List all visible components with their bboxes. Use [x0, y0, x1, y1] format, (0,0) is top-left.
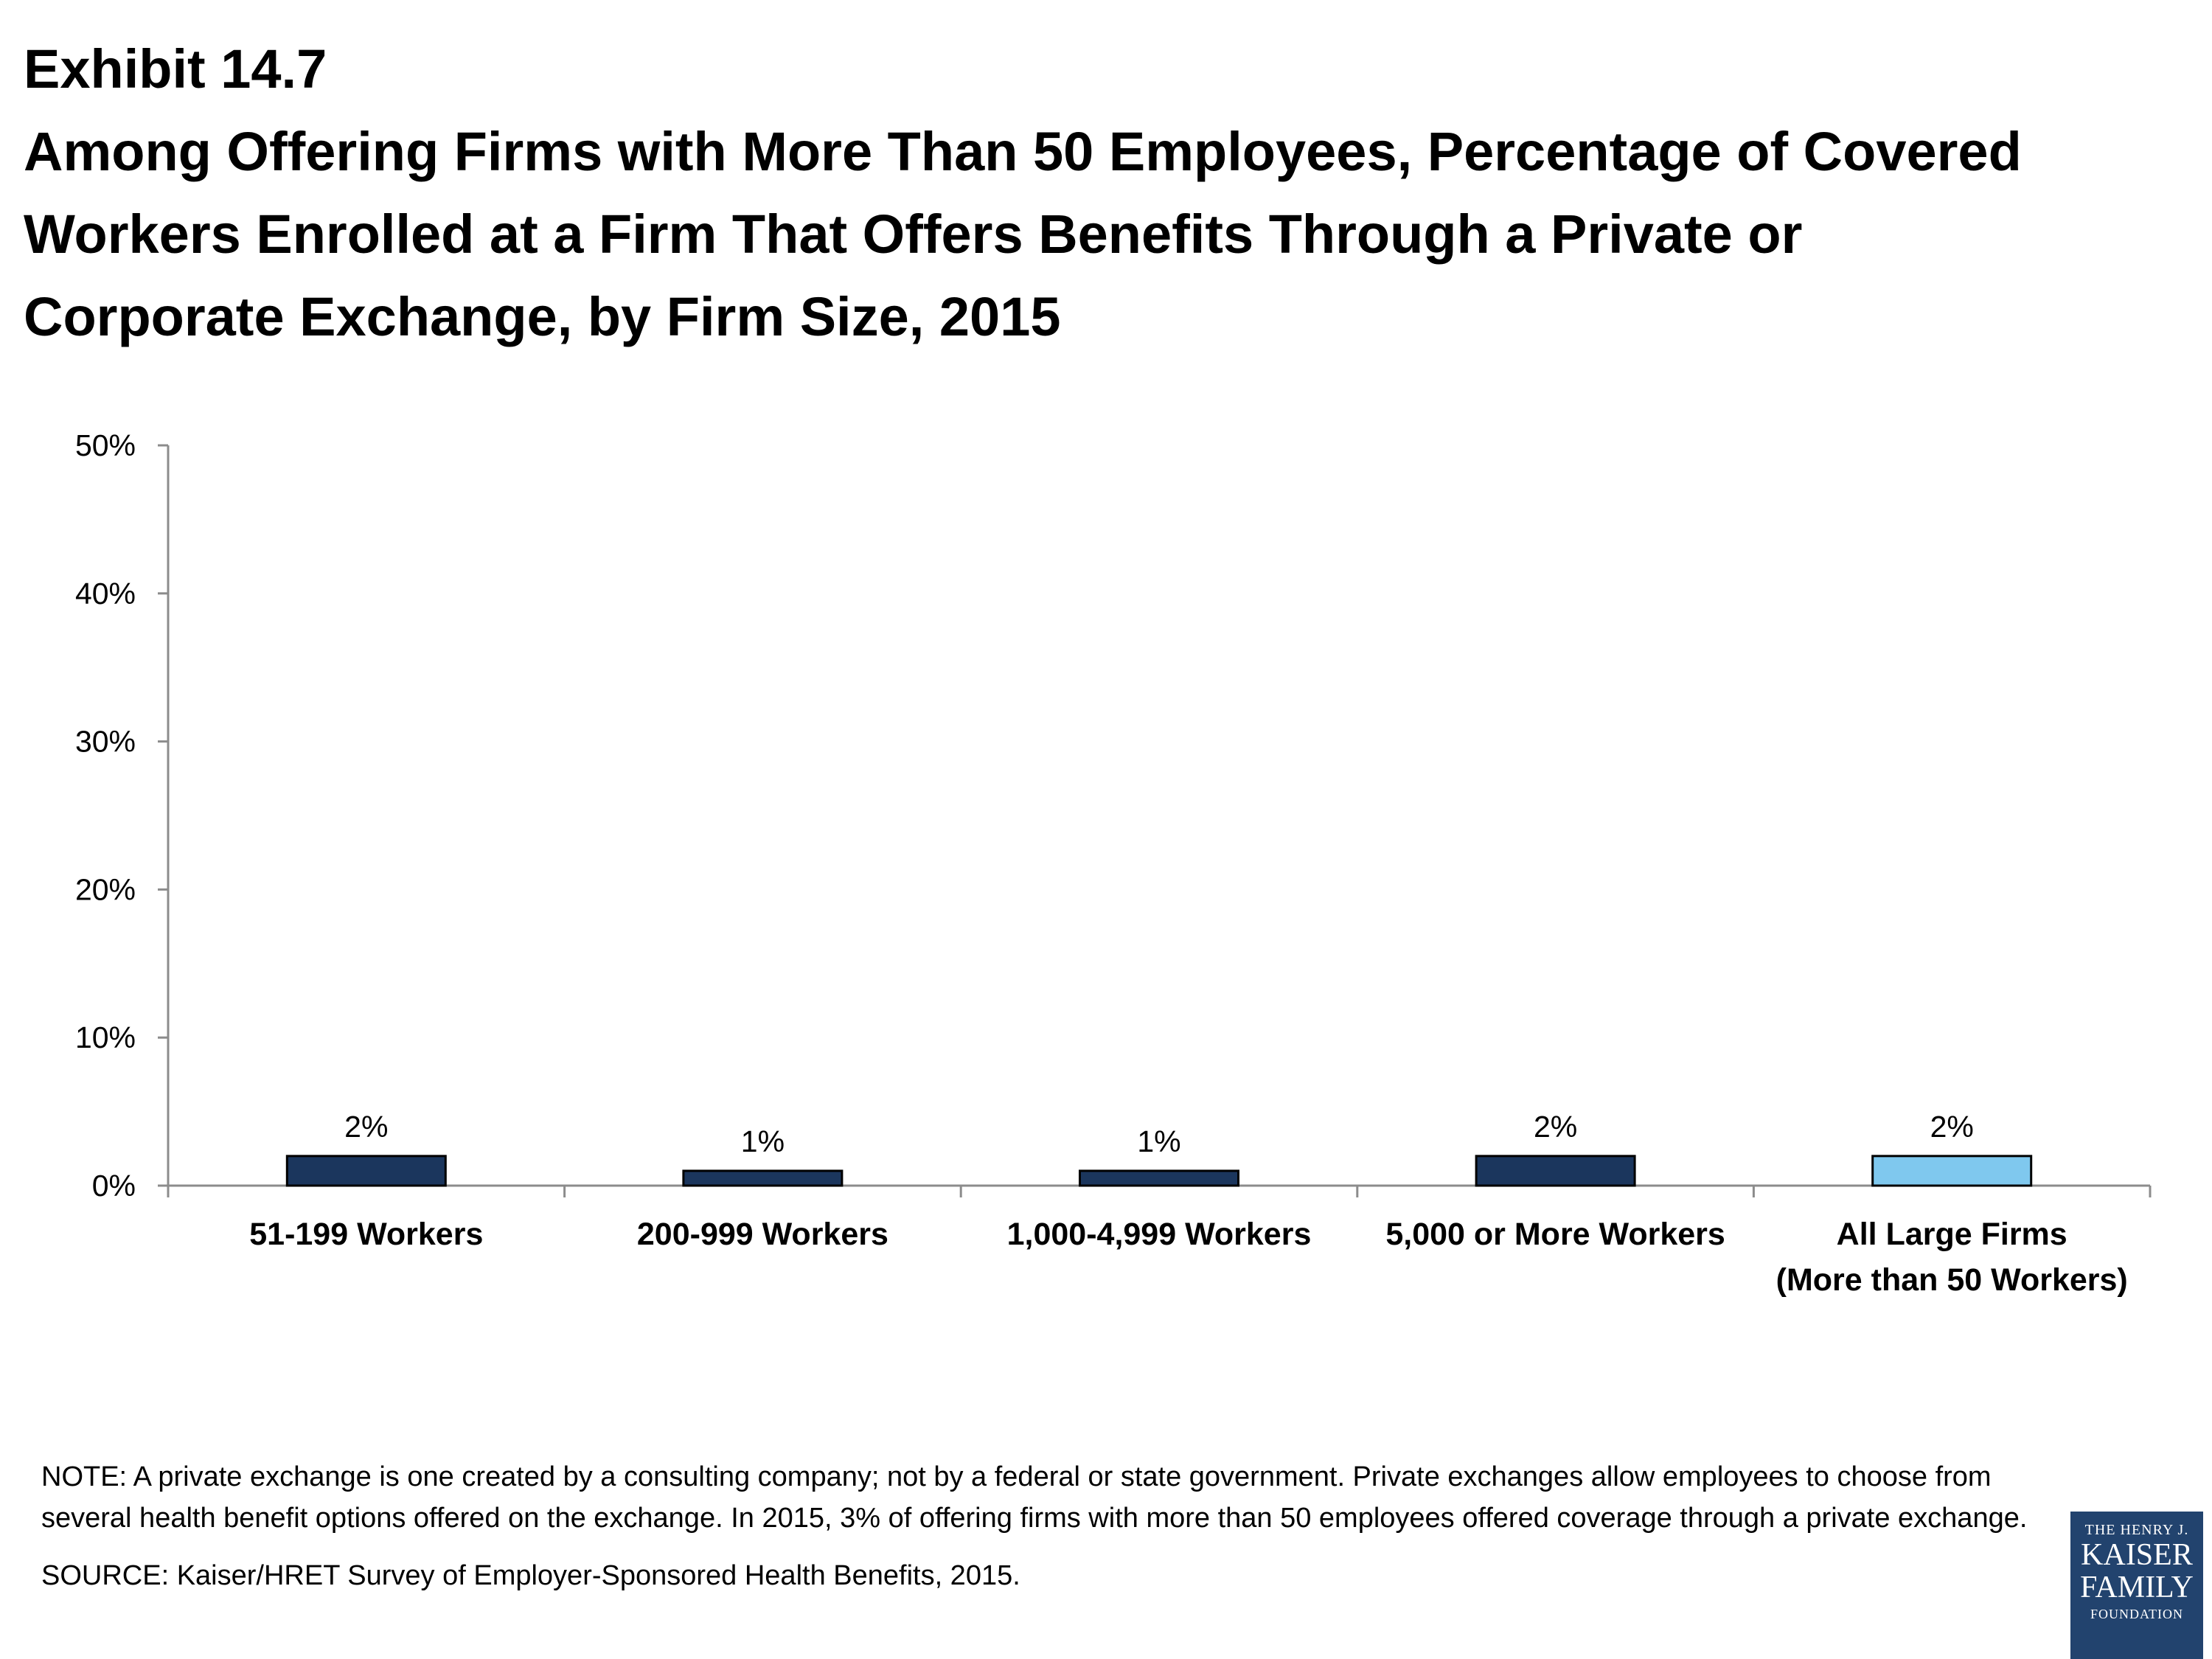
category-label: 200-999 Workers [637, 1217, 888, 1252]
footnotes: NOTE: A private exchange is one created … [41, 1456, 2032, 1596]
bar [285, 1155, 447, 1187]
bar-value-label: 2% [344, 1110, 388, 1144]
title-line-2: Workers Enrolled at a Firm That Offers B… [24, 204, 1803, 265]
title-line-3: Corporate Exchange, by Firm Size, 2015 [24, 286, 1061, 347]
y-tick-label: 20% [75, 872, 136, 906]
logo-line-2: KAISER [2081, 1538, 2193, 1572]
note-text: NOTE: A private exchange is one created … [41, 1461, 2028, 1534]
category-label: 51-199 Workers [249, 1217, 483, 1252]
category-labels: 51-199 Workers 200-999 Workers 1,000-4,999… [249, 1217, 2128, 1298]
exhibit-number: Exhibit 14.7 [24, 38, 327, 100]
title-line-1: Among Offering Firms with More Than 50 E… [24, 121, 2022, 182]
bar [1475, 1155, 1636, 1187]
kff-logo: THE HENRY J. KAISER FAMILY FOUNDATION [2070, 1512, 2203, 1659]
bar-value-label: 2% [1930, 1110, 1974, 1144]
bar-chart: 0% 10% 20% 30% 40% 50% 2% 1% 1% 2% 2% 51-199 Work… [75, 428, 2152, 1298]
bar [1871, 1155, 2033, 1187]
logo-line-3: FAMILY [2080, 1571, 2194, 1604]
page-title: Exhibit 14.7 Among Offering Firms with M… [24, 28, 2191, 358]
bar-value-label: 1% [1137, 1124, 1180, 1158]
category-label: (More than 50 Workers) [1776, 1262, 2128, 1298]
bars [285, 1155, 2033, 1187]
bar [1079, 1169, 1239, 1187]
bar [682, 1169, 844, 1187]
y-tick-label: 10% [75, 1020, 136, 1054]
logo-line-1: THE HENRY J. [2084, 1522, 2189, 1538]
y-tick-label: 0% [92, 1169, 136, 1203]
source-text: SOURCE: Kaiser/HRET Survey of Employer-S… [41, 1560, 1020, 1591]
bar-value-label: 2% [1534, 1110, 1577, 1144]
category-label: 5,000 or More Workers [1385, 1217, 1725, 1252]
logo-line-4: FOUNDATION [2090, 1607, 2183, 1621]
category-label: All Large Firms [1837, 1217, 2067, 1252]
y-tick-label: 40% [75, 577, 136, 611]
data-labels: 2% 1% 1% 2% 2% [344, 1110, 1974, 1158]
x-axis [167, 1184, 2152, 1197]
y-tick-label: 50% [75, 428, 136, 462]
bar-value-label: 1% [741, 1124, 785, 1158]
y-tick-label: 30% [75, 725, 136, 759]
y-axis: 0% 10% 20% 30% 40% 50% [75, 428, 170, 1203]
category-label: 1,000-4,999 Workers [1007, 1217, 1312, 1252]
